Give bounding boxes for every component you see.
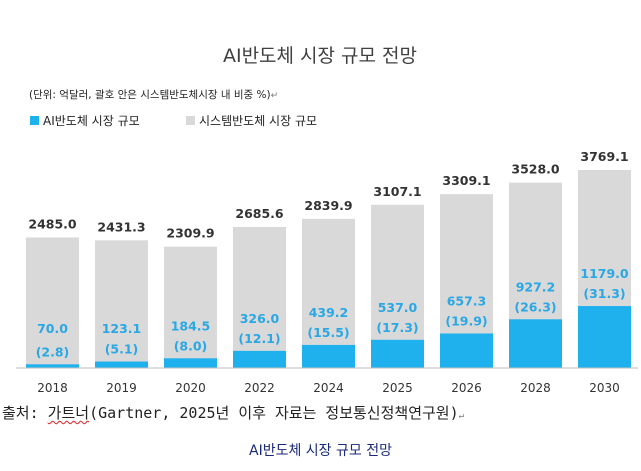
chart-title: AI반도체 시장 규모 전망	[223, 45, 417, 67]
x-tick-2026: 2026	[451, 381, 482, 395]
unit-note-return-mark: ↵	[271, 91, 279, 101]
x-tick-2028: 2028	[520, 381, 551, 395]
ai-bar-2024	[302, 344, 355, 368]
system-bar-2018	[26, 237, 79, 368]
ai-value-label-2022: 326.0	[240, 311, 280, 326]
x-tick-2020: 2020	[175, 381, 206, 395]
ai-bar-2028	[509, 319, 562, 368]
system-bar-2022	[233, 226, 286, 368]
ai-value-label-2024: 439.2	[309, 305, 349, 320]
source-rest: (Gartner, 2025년 이후 자료는 정보통신정책연구원)	[89, 404, 459, 422]
system-bar-2024	[302, 218, 355, 368]
ai-bar-2022	[233, 350, 286, 368]
system-value-label-2028: 3528.0	[511, 162, 560, 177]
source-note: 출처: 가트너(Gartner, 2025년 이후 자료는 정보통신정책연구원)…	[2, 402, 464, 423]
x-tick-2024: 2024	[313, 381, 344, 395]
ai-value-label-2018: 70.0	[37, 321, 68, 336]
system-value-label-2025: 3107.1	[373, 184, 421, 199]
system-value-label-2019: 2431.3	[97, 219, 145, 234]
ai-share-label-2024: (15.5)	[307, 325, 349, 340]
ai-bar-2020	[164, 358, 217, 368]
x-tick-2022: 2022	[244, 381, 275, 395]
system-value-label-2026: 3309.1	[442, 173, 490, 188]
x-tick-2030: 2030	[589, 381, 620, 395]
x-tick-2025: 2025	[382, 381, 413, 395]
system-bar-2020	[164, 246, 217, 368]
ai-share-label-2030: (31.3)	[583, 286, 625, 301]
system-value-label-2020: 2309.9	[166, 226, 214, 241]
x-tick-labels: 2018 2019 2020 2022 2024 2025 2026 2028 2030	[37, 381, 620, 395]
ai-value-label-2020: 184.5	[171, 318, 211, 333]
ai-value-label-2030: 1179.0	[580, 266, 629, 281]
chart: AI반도체 시장 규모 전망 (단위: 억달러, 괄호 안은 시스템반도체시장 …	[16, 45, 638, 395]
ai-share-label-2026: (19.9)	[445, 313, 487, 328]
unit-note: (단위: 억달러, 괄호 안은 시스템반도체시장 내 비중 %)↵	[29, 88, 278, 101]
ai-share-label-2018: (2.8)	[36, 344, 70, 359]
system-value-label-2030: 3769.1	[580, 149, 628, 164]
legend-swatch-ai	[30, 116, 39, 125]
system-value-label-2022: 2685.6	[235, 206, 284, 221]
legend-label-system: 시스템반도체 시장 규모	[199, 114, 317, 128]
figure-caption: AI반도체 시장 규모 전망	[249, 443, 392, 459]
ai-value-label-2025: 537.0	[378, 300, 418, 315]
ai-bar-2019	[95, 361, 148, 368]
x-tick-2019: 2019	[106, 381, 137, 395]
ai-share-label-2028: (26.3)	[514, 299, 556, 314]
ai-share-label-2022: (12.1)	[238, 331, 280, 346]
ai-bar-2025	[371, 339, 424, 368]
legend-swatch-system	[186, 116, 195, 125]
ai-share-label-2019: (5.1)	[105, 342, 139, 357]
legend: AI반도체 시장 규모 시스템반도체 시장 규모	[30, 114, 317, 128]
source-prefix: 출처:	[2, 404, 48, 422]
ai-share-label-2020: (8.0)	[174, 338, 208, 353]
x-tick-2018: 2018	[37, 381, 68, 395]
ai-bar-2030	[578, 306, 631, 368]
ai-bar-2018	[26, 364, 79, 368]
source-underlined: 가트너	[47, 404, 90, 422]
system-bar-2019	[95, 240, 148, 368]
source-return-mark: ↵	[458, 411, 465, 421]
ai-value-label-2019: 123.1	[102, 321, 142, 336]
ai-value-label-2026: 657.3	[447, 293, 487, 308]
ai-bar-2026	[440, 333, 493, 368]
legend-label-ai: AI반도체 시장 규모	[43, 114, 140, 128]
ai-value-label-2028: 927.2	[516, 279, 556, 294]
system-value-label-2018: 2485.0	[28, 216, 77, 231]
system-value-label-2024: 2839.9	[304, 198, 352, 213]
ai-share-label-2025: (17.3)	[376, 320, 418, 335]
bars-group: 2485.0 70.0 (2.8) 2431.3 123.1 (5.1) 2309.9 184…	[26, 149, 631, 368]
